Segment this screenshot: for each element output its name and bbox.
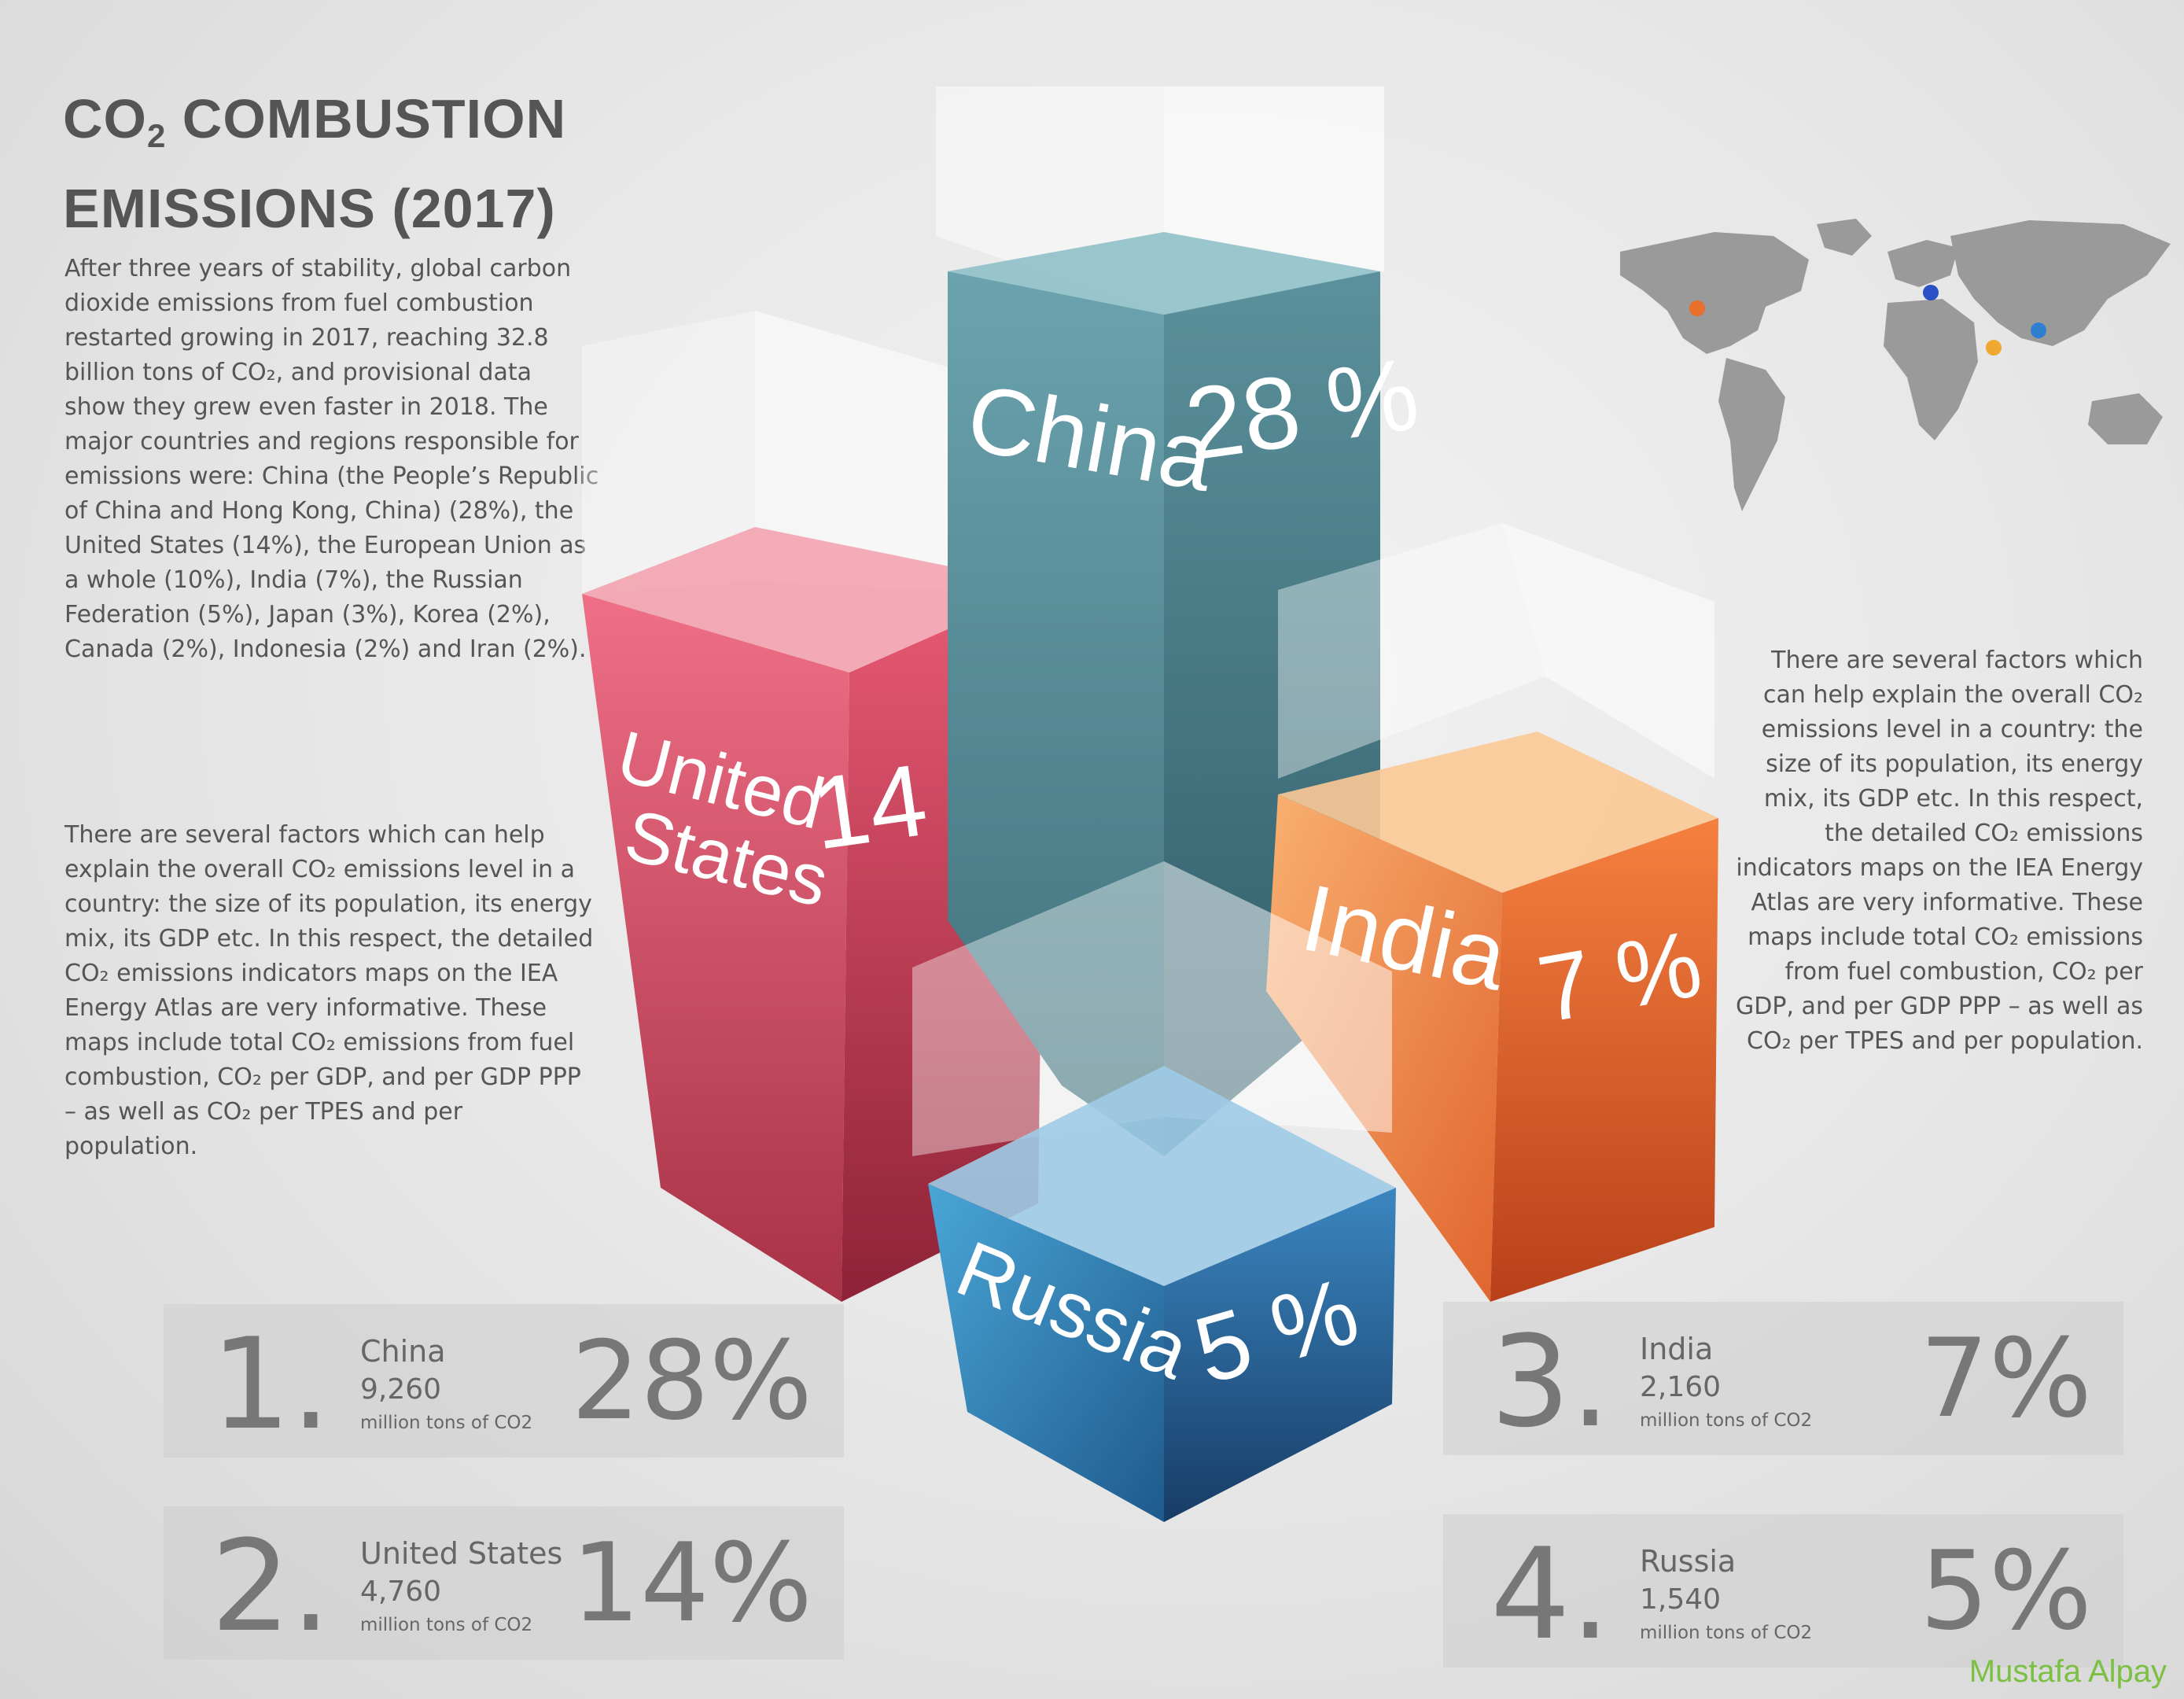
ranking-card-3: 3. India 2,160 million tons of CO2 7% — [1443, 1302, 2123, 1455]
rank-country: India — [1640, 1332, 1714, 1366]
map-dot-united-states — [1689, 300, 1705, 316]
map-north-america — [1620, 232, 1809, 354]
map-africa — [1884, 299, 1978, 440]
intro-paragraph: After three years of stability, global c… — [64, 255, 599, 663]
map-greenland — [1817, 219, 1872, 256]
map-dot-russia — [1923, 285, 1939, 300]
world-map — [1620, 219, 2171, 511]
rank-number: 3. — [1490, 1308, 1611, 1455]
page-title: CO2 COMBUSTION EMISSIONS (2017) — [63, 83, 566, 245]
ranking-card-4: 4. Russia 1,540 million tons of CO2 5% — [1443, 1514, 2123, 1668]
ranking-card-1: 1. China 9,260 million tons of CO2 28% — [164, 1304, 844, 1458]
rank-percent: 5% — [1920, 1528, 2092, 1654]
map-asia — [1950, 220, 2171, 346]
bar-russia: Russia 5 % — [912, 861, 1396, 1522]
factors-paragraph-right: There are several factors which can help… — [1736, 647, 2143, 1055]
factors-paragraph-left: There are several factors which can help… — [64, 821, 594, 1160]
map-europe — [1888, 240, 1958, 287]
rank-country: United States — [360, 1536, 563, 1571]
bar-india: India 7 % — [1266, 523, 1718, 1302]
rank-emissions-unit: million tons of CO2 — [360, 1413, 533, 1433]
map-south-america — [1718, 358, 1785, 511]
rank-emissions-value: 2,160 — [1640, 1371, 1722, 1403]
map-australia — [2088, 393, 2163, 444]
rank-emissions-unit: million tons of CO2 — [1640, 1623, 1813, 1643]
rank-percent: 28% — [571, 1318, 812, 1444]
title-line-2: EMISSIONS (2017) — [63, 178, 556, 239]
rank-emissions-value: 9,260 — [360, 1373, 442, 1406]
map-dot-china — [2031, 322, 2046, 338]
rank-emissions-value: 1,540 — [1640, 1583, 1722, 1616]
rank-emissions-unit: million tons of CO2 — [360, 1615, 533, 1635]
title-co: CO — [63, 88, 147, 149]
rank-percent: 14% — [571, 1520, 812, 1646]
rank-number: 2. — [211, 1513, 331, 1660]
title-combustion: COMBUSTION — [166, 88, 567, 149]
rank-number: 1. — [211, 1310, 331, 1458]
rank-number: 4. — [1490, 1520, 1611, 1668]
author-signature: Mustafa Alpay — [1969, 1654, 2167, 1689]
rank-country: Russia — [1640, 1544, 1737, 1579]
map-dot-india — [1986, 340, 2002, 356]
ranking-card-2: 2. United States 4,760 million tons of C… — [164, 1506, 844, 1660]
rank-emissions-value: 4,760 — [360, 1576, 442, 1608]
rank-country: China — [360, 1334, 446, 1369]
rank-emissions-unit: million tons of CO2 — [1640, 1410, 1813, 1431]
rank-percent: 7% — [1920, 1315, 2092, 1442]
title-subscript-2: 2 — [147, 117, 167, 154]
